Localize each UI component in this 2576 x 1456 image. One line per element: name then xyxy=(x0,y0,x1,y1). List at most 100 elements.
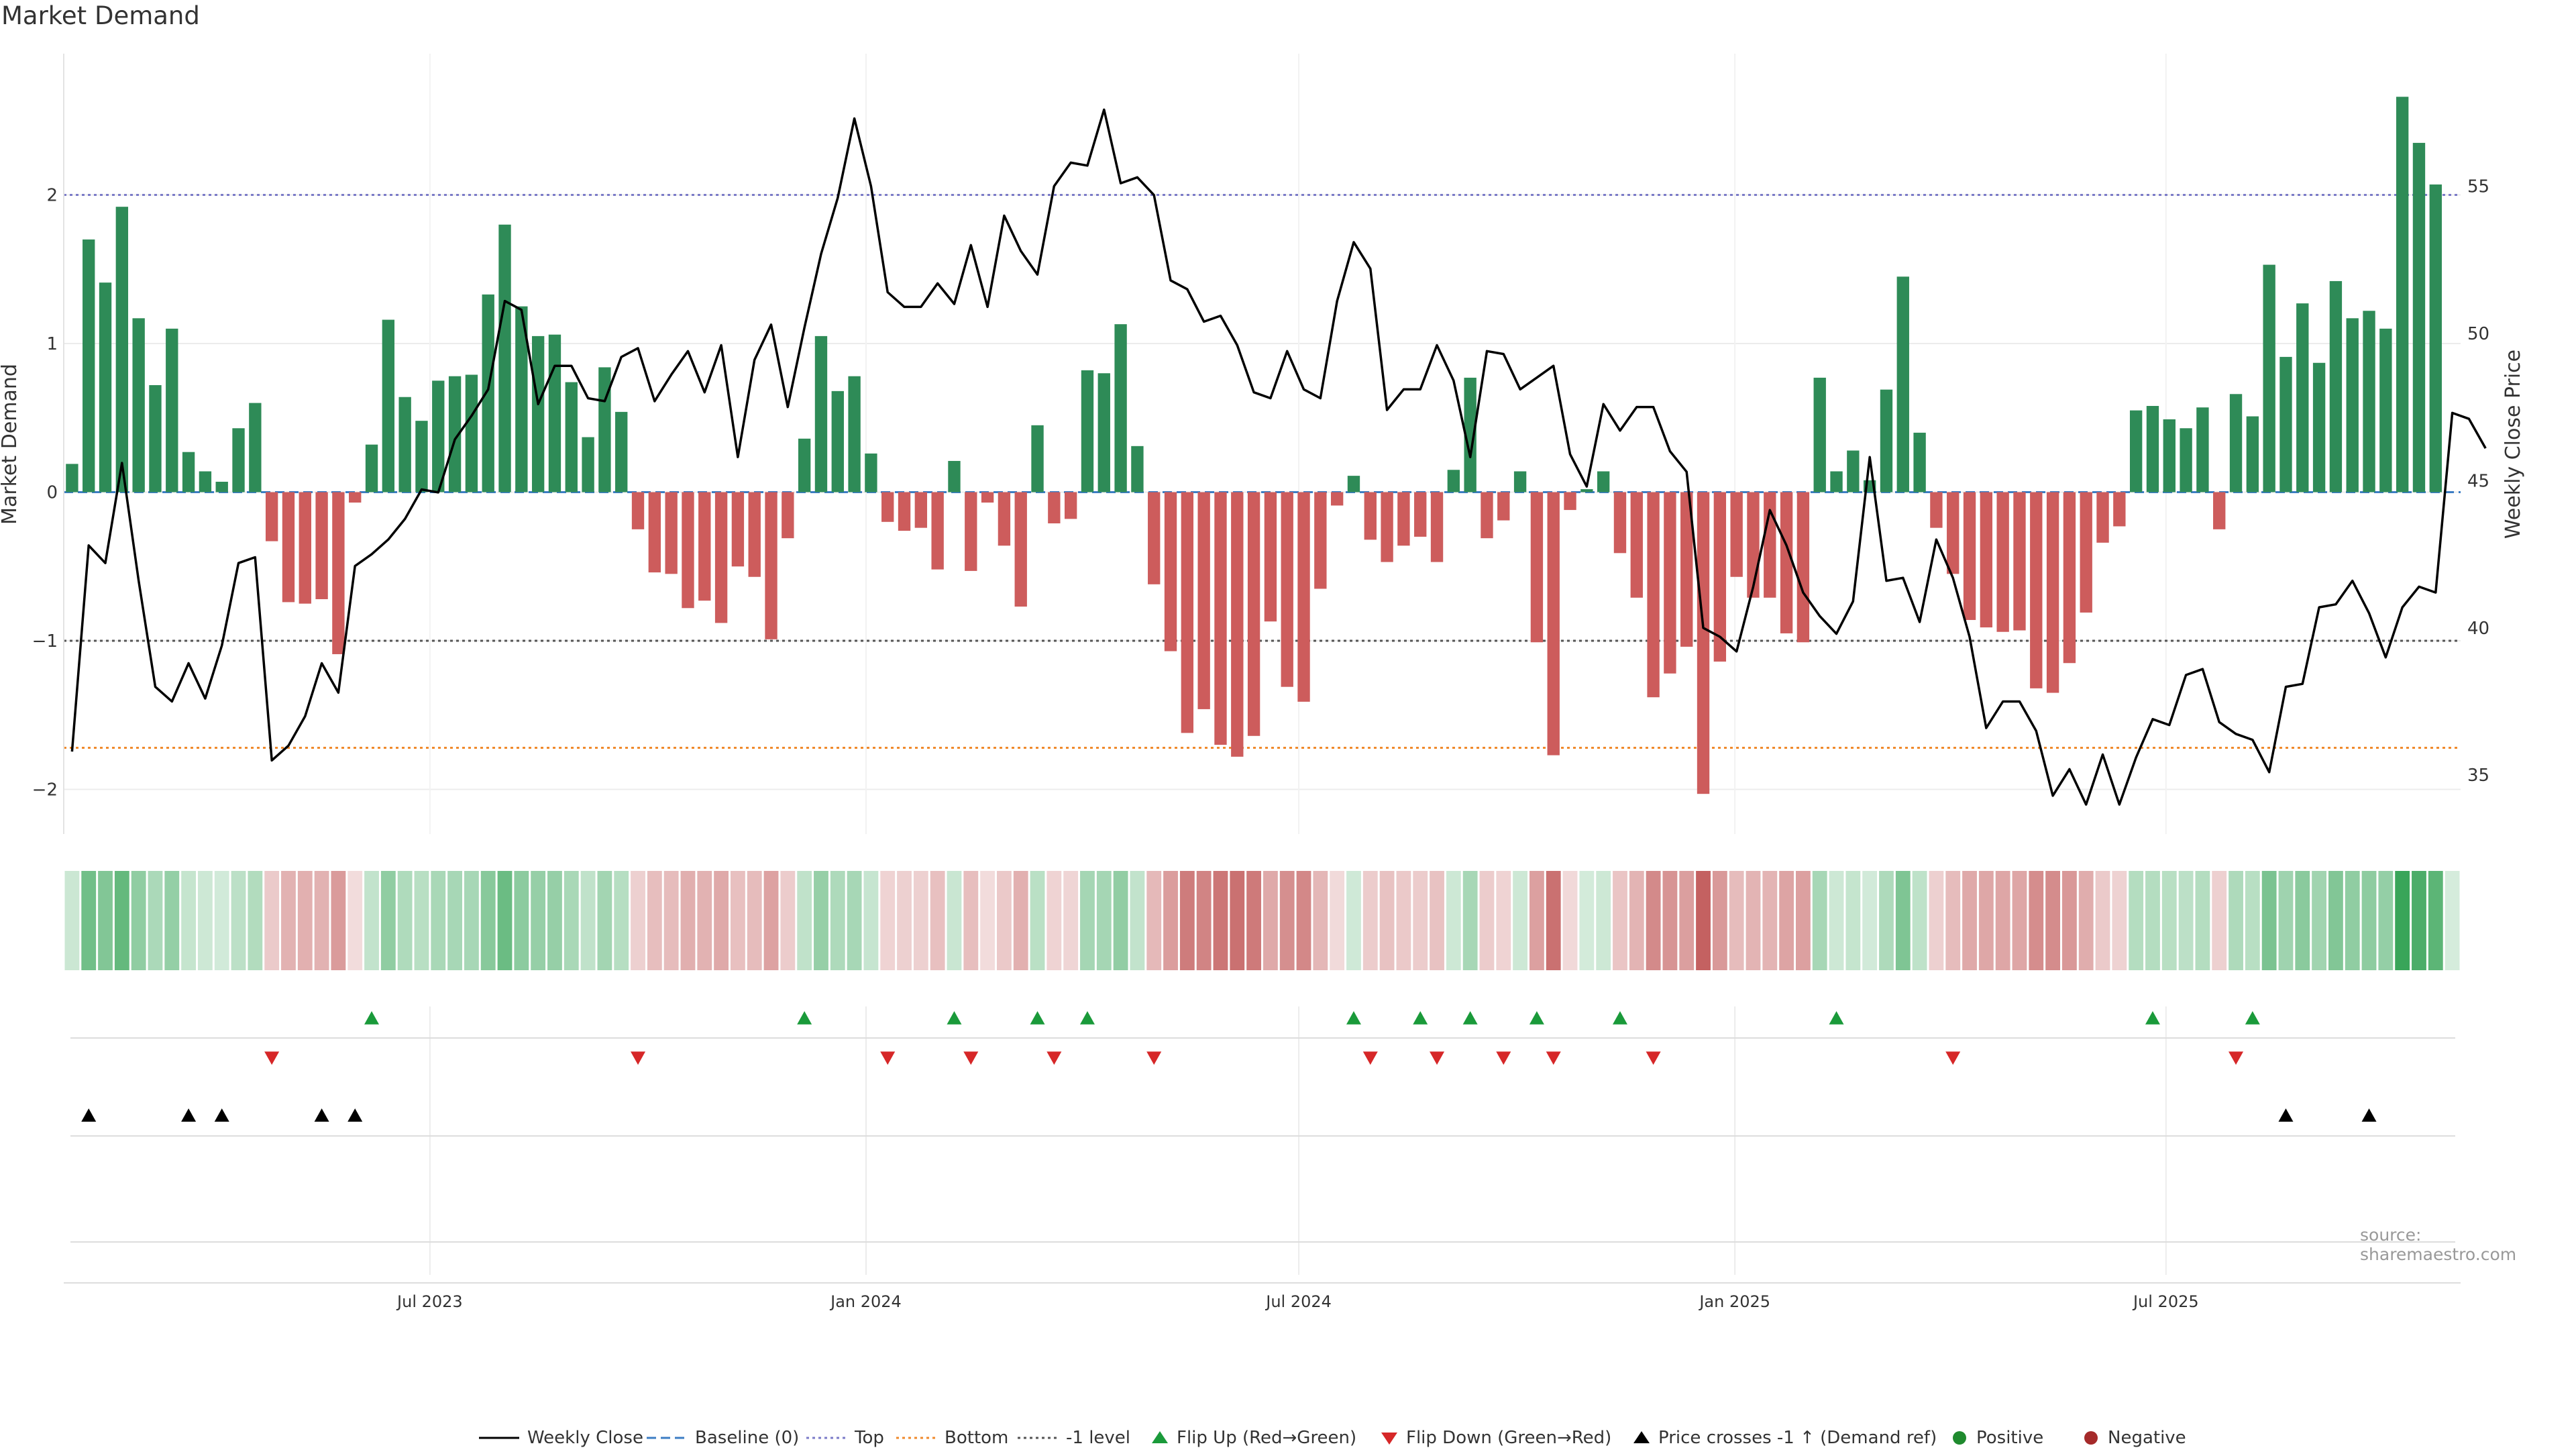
demand-bar xyxy=(2429,184,2442,492)
heat-cell xyxy=(1613,871,1627,970)
y-tick-label: 2 xyxy=(46,185,58,205)
demand-bar xyxy=(1847,450,1860,492)
flip-down-marker xyxy=(1496,1051,1511,1065)
y2-axis-title: Weekly Close Price xyxy=(2502,350,2525,539)
heat-cell xyxy=(1729,871,1744,970)
demand-bar xyxy=(2196,407,2209,492)
demand-bar xyxy=(199,471,212,492)
demand-bar xyxy=(1880,389,1893,492)
demand-bar xyxy=(2379,328,2392,492)
heat-cell xyxy=(747,871,762,970)
heat-cell xyxy=(480,871,496,970)
heat-cell xyxy=(2095,871,2110,970)
demand-bar xyxy=(948,460,961,492)
heat-cell xyxy=(1912,871,1927,970)
demand-bar xyxy=(2263,264,2275,492)
heat-cell xyxy=(2178,871,2194,970)
demand-bar xyxy=(1114,324,1127,492)
heat-cell xyxy=(1430,871,1444,970)
flip-down-marker xyxy=(264,1051,280,1065)
demand-bar xyxy=(398,397,411,492)
demand-bar xyxy=(315,492,328,599)
demand-bar xyxy=(748,492,761,577)
heat-cell xyxy=(830,871,845,970)
demand-bar xyxy=(415,421,428,492)
demand-bar xyxy=(1996,492,2009,632)
demand-bar xyxy=(432,380,445,492)
heat-cell xyxy=(414,871,429,970)
demand-bar xyxy=(1963,492,1976,621)
heat-cell xyxy=(1995,871,2010,970)
demand-bar xyxy=(1447,470,1460,492)
demand-bar xyxy=(1896,276,1909,492)
heat-cell xyxy=(1796,871,1811,970)
heat-cell xyxy=(1712,871,1727,970)
demand-bar xyxy=(1796,492,1810,643)
heat-cell xyxy=(947,871,962,970)
demand-bar xyxy=(714,492,728,623)
heat-cell xyxy=(2312,871,2326,970)
heat-cell xyxy=(514,871,529,970)
heat-cell xyxy=(731,871,745,970)
axes: −2 −1 0 1 2 35 40 45 50 55 Jul 2023 Jan 2024 Jul 202… xyxy=(0,54,2525,1311)
demand-bar xyxy=(215,481,228,492)
heat-cell xyxy=(1945,871,1961,970)
x-tick-label: Jul 2023 xyxy=(396,1292,463,1311)
y2-tick-label: 55 xyxy=(2467,176,2489,197)
heat-cell xyxy=(314,871,329,970)
heat-cell xyxy=(963,871,979,970)
weekly-close-line xyxy=(70,108,2487,806)
flip-down-marker xyxy=(1646,1051,1661,1065)
demand-bar xyxy=(1613,492,1627,554)
demand-bar xyxy=(1064,492,1077,519)
source-note: source: sharemaestro.com xyxy=(2360,1225,2517,1264)
heat-cell xyxy=(1895,871,1911,970)
heat-cell xyxy=(1929,871,1944,970)
demand-bar xyxy=(865,453,877,492)
heat-cell xyxy=(1679,871,1695,970)
heat-cell xyxy=(64,871,80,970)
demand-bar xyxy=(1197,492,1210,709)
demand-bar xyxy=(465,374,478,492)
flip-down-marker xyxy=(1146,1051,1162,1065)
heat-cell xyxy=(2428,871,2443,970)
demand-bar xyxy=(349,492,362,503)
heat-cell xyxy=(913,871,928,970)
price-cross-marker xyxy=(214,1108,229,1122)
heat-cell xyxy=(1812,871,1827,970)
demand-bar xyxy=(2063,492,2076,664)
heat-cell xyxy=(1446,871,1461,970)
demand-bar xyxy=(931,492,944,570)
demand-bar xyxy=(1947,492,1960,574)
demand-bar xyxy=(2013,492,2026,631)
flip-down-marker xyxy=(1046,1051,1062,1065)
heat-cell xyxy=(1379,871,1395,970)
flip-down-marker xyxy=(963,1051,979,1065)
demand-bar xyxy=(631,492,645,529)
demand-bar xyxy=(182,452,195,492)
demand-bar xyxy=(166,328,178,492)
flip-up-marker xyxy=(364,1011,380,1025)
demand-bar xyxy=(814,335,828,492)
heat-cell xyxy=(1546,871,1561,970)
x-tick-label: Jan 2024 xyxy=(829,1292,902,1311)
demand-bar xyxy=(965,492,977,571)
heat-cell xyxy=(547,871,562,970)
heat-cell xyxy=(714,871,729,970)
demand-bar xyxy=(382,319,395,492)
demand-bar xyxy=(1630,492,1643,598)
demand-bar xyxy=(598,367,611,492)
heat-cell xyxy=(2045,871,2060,970)
demand-bar xyxy=(582,437,594,492)
heat-cell xyxy=(1529,871,1544,970)
demand-bar xyxy=(1247,492,1260,736)
heat-cell xyxy=(431,871,446,970)
demand-bar xyxy=(615,411,628,492)
heat-cell xyxy=(2129,871,2144,970)
demand-bar xyxy=(2046,492,2059,693)
legend: Weekly Close Baseline (0) Top Bottom -1 … xyxy=(479,1428,2186,1448)
demand-bar xyxy=(1364,492,1377,540)
chart-title: Market Demand xyxy=(1,1,200,30)
demand-bar xyxy=(1930,492,1943,528)
demand-bar xyxy=(1697,492,1710,794)
